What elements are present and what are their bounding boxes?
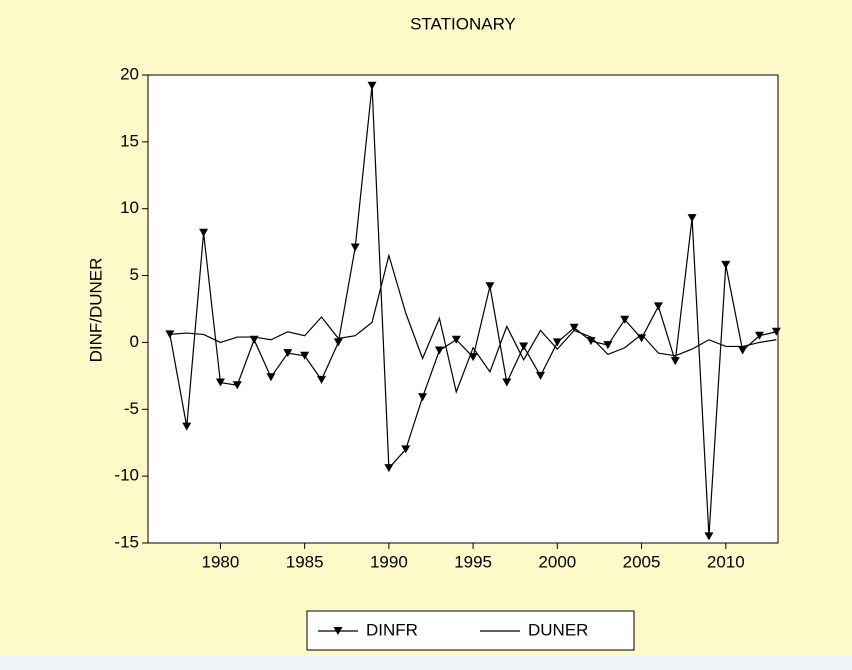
legend-label: DINFR [366, 620, 418, 639]
y-tick-label: -15 [114, 532, 139, 551]
y-tick-label: -5 [124, 399, 139, 418]
point-marker [721, 260, 731, 269]
chart-title: STATIONARY [410, 14, 516, 33]
point-marker [401, 445, 411, 454]
point-marker [569, 323, 579, 332]
point-marker [485, 282, 495, 291]
point-marker [418, 393, 428, 402]
point-marker [670, 357, 680, 366]
point-marker [317, 375, 327, 384]
point-marker [300, 351, 310, 360]
x-tick-label: 1990 [370, 552, 408, 571]
y-tick-label: -10 [114, 466, 139, 485]
point-marker [535, 371, 545, 380]
point-marker [266, 373, 276, 382]
point-marker [199, 228, 209, 237]
point-marker [502, 378, 512, 387]
point-marker [232, 381, 242, 390]
x-tick-label: 2005 [623, 552, 661, 571]
point-marker [620, 315, 630, 324]
point-marker [687, 214, 697, 223]
y-tick-label: 0 [130, 332, 139, 351]
point-marker [552, 338, 562, 347]
y-tick-label: 20 [120, 64, 139, 83]
plot-area [147, 74, 779, 544]
point-marker [333, 338, 343, 347]
legend-marker [333, 627, 343, 635]
point-marker [451, 335, 461, 344]
y-tick-label: 15 [120, 131, 139, 150]
point-marker [384, 464, 394, 473]
point-marker [754, 331, 764, 340]
y-tick-label: 10 [120, 198, 139, 217]
x-tick-label: 2010 [707, 552, 745, 571]
x-tick-label: 1985 [286, 552, 324, 571]
status-strip [0, 655, 852, 670]
point-marker [771, 327, 781, 336]
point-marker [350, 243, 360, 252]
series-line [169, 253, 777, 394]
point-marker [519, 342, 529, 351]
legend [306, 610, 635, 651]
legend-label: DUNER [528, 620, 588, 639]
point-marker [434, 346, 444, 355]
point-marker [738, 346, 748, 355]
x-tick-label: 1980 [202, 552, 240, 571]
y-axis-label: DINF/DUNER [86, 258, 105, 363]
point-marker [283, 349, 293, 358]
point-marker [653, 302, 663, 311]
point-marker [215, 378, 225, 387]
x-tick-label: 2000 [538, 552, 576, 571]
y-tick-label: 5 [130, 265, 139, 284]
point-marker [367, 81, 377, 90]
x-tick-label: 1995 [454, 552, 492, 571]
point-marker [704, 532, 714, 541]
point-marker [603, 341, 613, 350]
point-marker [182, 422, 192, 431]
